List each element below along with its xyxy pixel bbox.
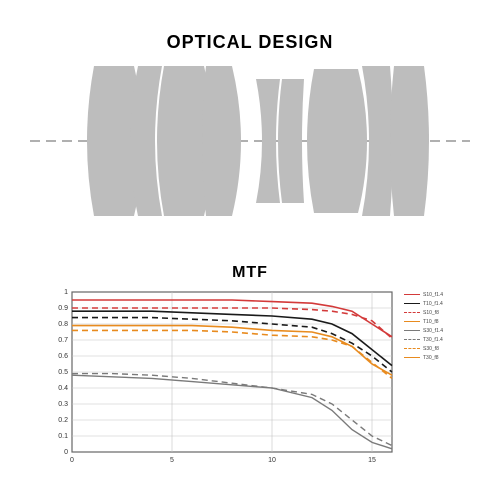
- svg-text:0: 0: [64, 449, 68, 456]
- svg-text:0.3: 0.3: [58, 401, 68, 408]
- mtf-title: MTF: [0, 264, 500, 282]
- svg-text:0.2: 0.2: [58, 417, 68, 424]
- svg-text:0.9: 0.9: [58, 305, 68, 312]
- optical-design-title: OPTICAL DESIGN: [0, 32, 500, 53]
- svg-text:0.1: 0.1: [58, 433, 68, 440]
- svg-text:0.5: 0.5: [58, 369, 68, 376]
- svg-text:0: 0: [70, 457, 74, 464]
- svg-text:10: 10: [268, 457, 276, 464]
- mtf-chart: 00.10.20.30.40.50.60.70.80.91051015 S10_…: [50, 288, 450, 458]
- svg-text:5: 5: [170, 457, 174, 464]
- optical-design-diagram: [30, 56, 470, 226]
- svg-text:0.6: 0.6: [58, 353, 68, 360]
- mtf-legend: S10_f1.4T10_f1.4S10_f8T10_f8S30_f1.4T30_…: [404, 290, 460, 362]
- svg-text:0.8: 0.8: [58, 321, 68, 328]
- svg-text:15: 15: [368, 457, 376, 464]
- svg-text:0.7: 0.7: [58, 337, 68, 344]
- svg-text:0.4: 0.4: [58, 385, 68, 392]
- svg-text:1: 1: [64, 289, 68, 296]
